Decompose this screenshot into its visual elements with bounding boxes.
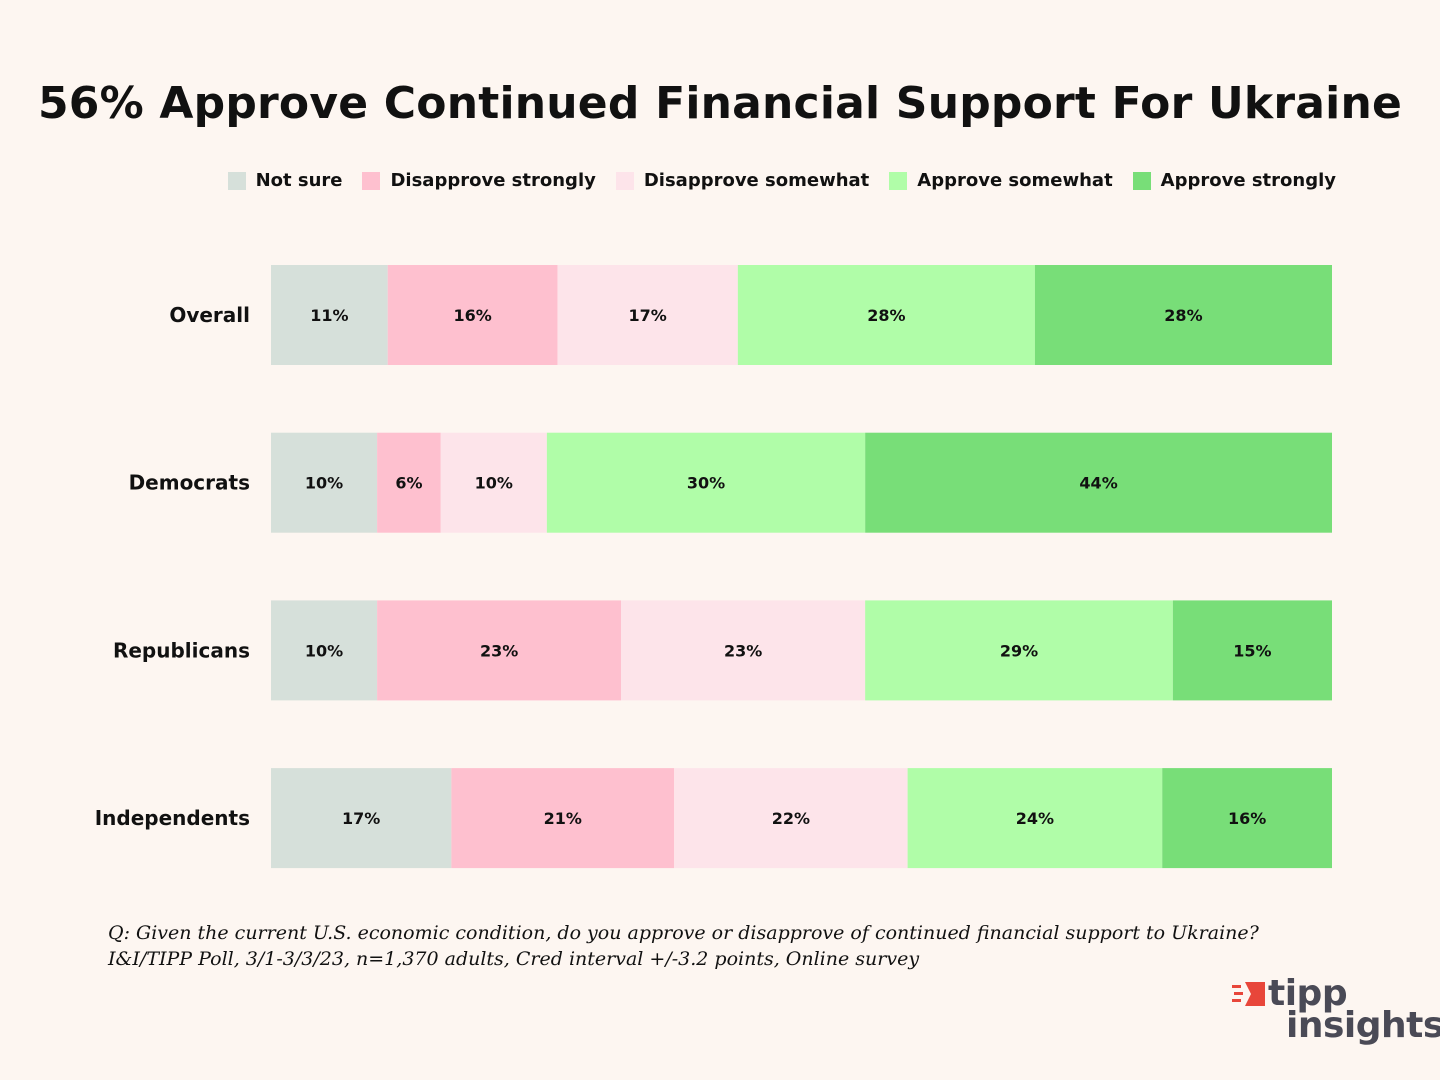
legend-swatch (362, 171, 381, 190)
bar-segment (674, 768, 908, 869)
data-label: 10% (305, 641, 343, 660)
bar-segment (377, 432, 441, 533)
legend-item-not-sure: Not sure (227, 170, 343, 191)
data-label: 28% (1164, 306, 1202, 325)
legend-item-disapprove-strongly: Disapprove strongly (362, 170, 596, 191)
data-label: 16% (1228, 809, 1266, 828)
legend-label: Approve somewhat (917, 170, 1113, 191)
bar-segment (440, 432, 547, 533)
data-label: 11% (310, 306, 348, 325)
bar-segment (1034, 265, 1332, 365)
legend-label: Approve strongly (1160, 170, 1336, 191)
legend-item-approve-somewhat: Approve somewhat (889, 170, 1113, 191)
data-label: 22% (772, 809, 810, 828)
data-label: 44% (1079, 474, 1117, 493)
data-label: 28% (867, 306, 905, 325)
data-label: 15% (1233, 641, 1271, 660)
chart-legend: Not sure Disapprove strongly Disapprove … (227, 170, 1336, 191)
bar-segment (737, 265, 1035, 365)
bar-segment (387, 265, 558, 365)
bar-segment (865, 600, 1173, 701)
legend-label: Disapprove somewhat (643, 170, 870, 191)
bar-segment (621, 600, 866, 701)
data-label: 17% (629, 306, 667, 325)
logo-mark-icon (1232, 982, 1265, 1006)
category-label: Independents (95, 806, 250, 830)
logo-text-insights: insights (1286, 1005, 1440, 1046)
legend-swatch (227, 171, 246, 190)
bar-segment (271, 768, 452, 869)
legend-swatch (615, 171, 634, 190)
data-label: 10% (475, 474, 513, 493)
bar-segment (865, 432, 1332, 533)
bar-segment (271, 265, 388, 365)
legend-label: Disapprove strongly (390, 170, 596, 191)
bar-segment (557, 265, 738, 365)
data-label: 21% (544, 809, 582, 828)
data-label: 16% (453, 306, 491, 325)
legend-swatch (889, 171, 908, 190)
data-label: 6% (395, 474, 422, 493)
data-label: 17% (342, 809, 380, 828)
bar-segment (271, 432, 378, 533)
data-label: 23% (724, 641, 762, 660)
bar-segment (377, 600, 622, 701)
bar-segment (1162, 768, 1332, 869)
poll-details: I&I/TIPP Poll, 3/1-3/3/23, n=1,370 adult… (108, 948, 920, 970)
legend-swatch (1132, 171, 1151, 190)
category-label: Republicans (113, 638, 250, 662)
bar-segment (451, 768, 675, 869)
data-label: 24% (1016, 809, 1054, 828)
bar-segment (907, 768, 1163, 869)
tipp-insights-logo: tipp insights (1232, 973, 1440, 1048)
stacked-bar-chart: Overall 11% 16% 17% 28% 28% Democrats 10% 6% 10% 3… (95, 265, 1332, 869)
bar-segment (546, 432, 866, 533)
chart-title: 56% Approve Continued Financial Support … (37, 78, 1403, 129)
bar-segment (1172, 600, 1332, 701)
data-label: 29% (1000, 641, 1038, 660)
category-label: Overall (169, 303, 250, 327)
logo-text-tipp: tipp (1268, 973, 1348, 1014)
legend-label: Not sure (255, 170, 343, 191)
legend-item-disapprove-somewhat: Disapprove somewhat (615, 170, 870, 191)
category-label: Democrats (129, 471, 250, 495)
data-label: 10% (305, 474, 343, 493)
bar-segment (271, 600, 378, 701)
legend-item-approve-strongly: Approve strongly (1132, 170, 1336, 191)
footnote: Q: Given the current U.S. economic condi… (108, 920, 1259, 972)
data-label: 23% (480, 641, 518, 660)
data-label: 30% (687, 474, 725, 493)
survey-question: Q: Given the current U.S. economic condi… (108, 922, 1259, 944)
